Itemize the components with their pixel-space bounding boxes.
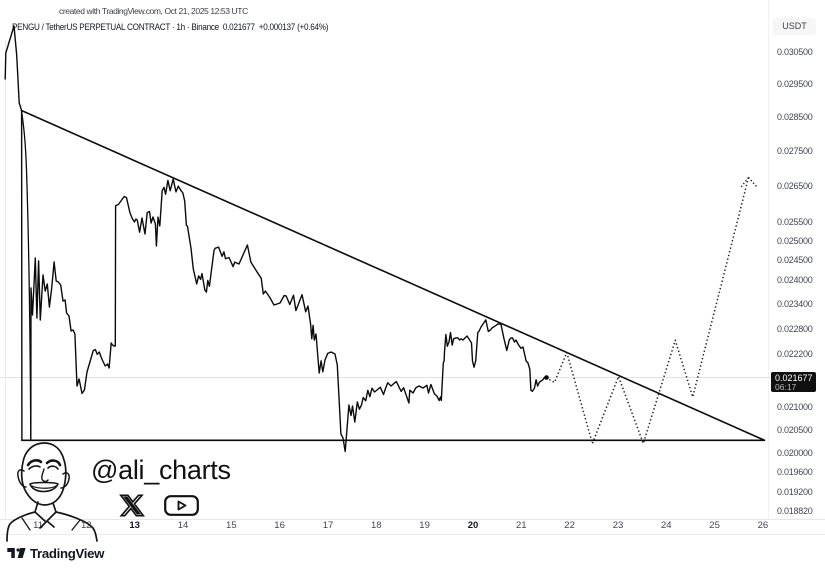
svg-text:TradingView: TradingView bbox=[30, 546, 105, 561]
